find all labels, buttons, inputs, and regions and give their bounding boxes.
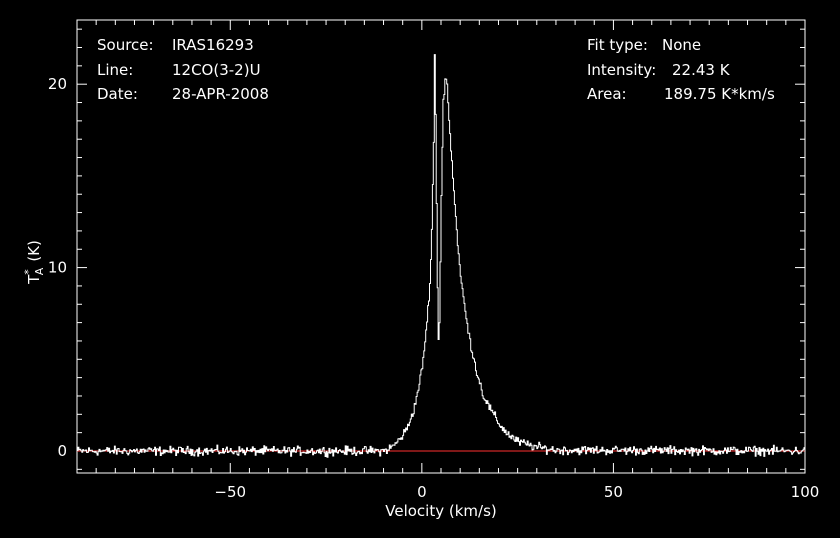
line-label: Line: — [97, 61, 134, 79]
y-axis-label-main: T — [25, 274, 43, 285]
axis-ticks — [76, 20, 806, 473]
line-value: 12CO(3-2)U — [172, 61, 261, 79]
y-axis-label-sub: A — [33, 267, 46, 275]
date-value: 28-APR-2008 — [172, 85, 269, 103]
y-axis-label-unit: (K) — [25, 240, 43, 262]
x-tick-label: 0 — [417, 483, 427, 501]
x-tick-label: 50 — [604, 483, 623, 501]
intensity-label: Intensity: — [587, 61, 657, 79]
y-axis-label: T*A (K) — [22, 240, 46, 285]
fit-type-value: None — [662, 36, 702, 54]
fit-type-label: Fit type: — [587, 36, 648, 54]
y-tick-label: 20 — [48, 75, 67, 93]
tick-labels: −50 0 50 100 0 10 20 — [48, 75, 819, 501]
x-tick-label: 100 — [791, 483, 820, 501]
svg-text:T*A(K): T*A (K) — [22, 240, 46, 285]
y-tick-label: 0 — [57, 442, 67, 460]
y-tick-label: 10 — [48, 259, 67, 277]
source-value: IRAS16293 — [172, 36, 254, 54]
date-label: Date: — [97, 85, 138, 103]
x-tick-label: −50 — [214, 483, 246, 501]
area-value: 189.75 K*km/s — [664, 85, 775, 103]
spectrum-line — [77, 54, 806, 458]
x-axis-label: Velocity (km/s) — [385, 502, 496, 520]
y-axis-label-sup: * — [22, 269, 35, 275]
area-label: Area: — [587, 85, 627, 103]
source-label: Source: — [97, 36, 154, 54]
intensity-value: 22.43 K — [672, 61, 730, 79]
